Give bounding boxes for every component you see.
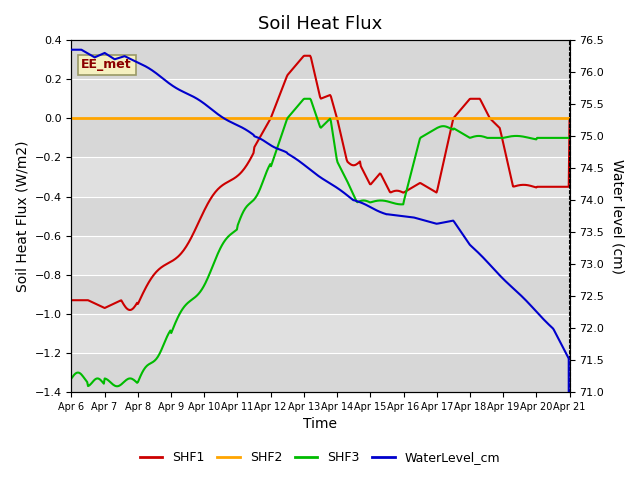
SHF1 <box>566 116 573 121</box>
SHF3 <box>294 103 301 109</box>
Y-axis label: Water level (cm): Water level (cm) <box>611 158 625 274</box>
SHF1 <box>444 139 452 144</box>
SHF1 <box>294 60 301 66</box>
SHF3 <box>300 96 308 102</box>
SHF2 <box>196 116 204 121</box>
WaterLevel_cm <box>196 97 204 103</box>
WaterLevel_cm <box>293 156 301 162</box>
SHF1 <box>196 216 204 222</box>
SHF2 <box>156 116 163 121</box>
SHF3 <box>157 349 164 355</box>
Title: Soil Heat Flux: Soil Heat Flux <box>259 15 383 33</box>
X-axis label: Time: Time <box>303 418 337 432</box>
SHF2 <box>361 116 369 121</box>
Bar <box>72 353 570 392</box>
SHF1 <box>402 189 410 194</box>
Line: WaterLevel_cm: WaterLevel_cm <box>72 50 570 480</box>
SHF2 <box>443 116 451 121</box>
Bar <box>72 275 570 314</box>
SHF1 <box>363 175 371 180</box>
WaterLevel_cm <box>68 47 76 53</box>
SHF2 <box>400 116 408 121</box>
SHF2 <box>566 116 573 121</box>
WaterLevel_cm <box>361 202 369 207</box>
SHF2 <box>293 116 301 121</box>
SHF3 <box>68 375 76 381</box>
SHF1 <box>126 307 134 313</box>
SHF1 <box>300 53 308 59</box>
SHF3 <box>566 135 573 141</box>
SHF1 <box>68 297 76 303</box>
SHF3 <box>402 191 410 197</box>
Bar <box>72 197 570 236</box>
SHF3 <box>444 124 452 130</box>
Line: SHF3: SHF3 <box>72 99 570 386</box>
SHF2 <box>68 116 76 121</box>
WaterLevel_cm <box>400 214 408 219</box>
SHF1 <box>157 265 164 271</box>
Bar <box>72 40 570 79</box>
WaterLevel_cm <box>443 219 451 225</box>
Legend: SHF1, SHF2, SHF3, WaterLevel_cm: SHF1, SHF2, SHF3, WaterLevel_cm <box>135 446 505 469</box>
WaterLevel_cm <box>156 73 163 79</box>
SHF3 <box>363 198 371 204</box>
Line: SHF1: SHF1 <box>72 56 570 310</box>
SHF3 <box>196 289 204 295</box>
Text: EE_met: EE_met <box>81 58 132 71</box>
Bar <box>72 119 570 157</box>
SHF3 <box>113 384 121 389</box>
Y-axis label: Soil Heat Flux (W/m2): Soil Heat Flux (W/m2) <box>15 140 29 292</box>
